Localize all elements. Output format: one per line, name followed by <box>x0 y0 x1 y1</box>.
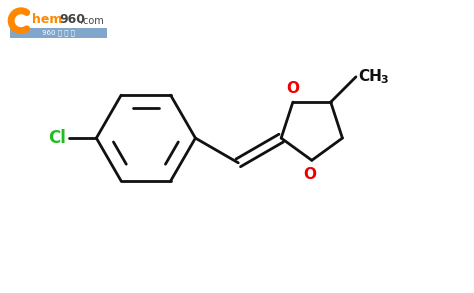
Text: hem: hem <box>32 13 63 26</box>
Text: O: O <box>303 167 316 182</box>
Text: 3: 3 <box>380 75 388 85</box>
Text: .com: .com <box>81 16 104 26</box>
Text: 960: 960 <box>60 13 86 26</box>
Text: O: O <box>286 81 300 96</box>
Text: Cl: Cl <box>48 129 66 147</box>
Text: CH: CH <box>358 69 382 84</box>
Text: 960 化 工 网: 960 化 工 网 <box>42 30 75 36</box>
FancyBboxPatch shape <box>10 28 107 38</box>
